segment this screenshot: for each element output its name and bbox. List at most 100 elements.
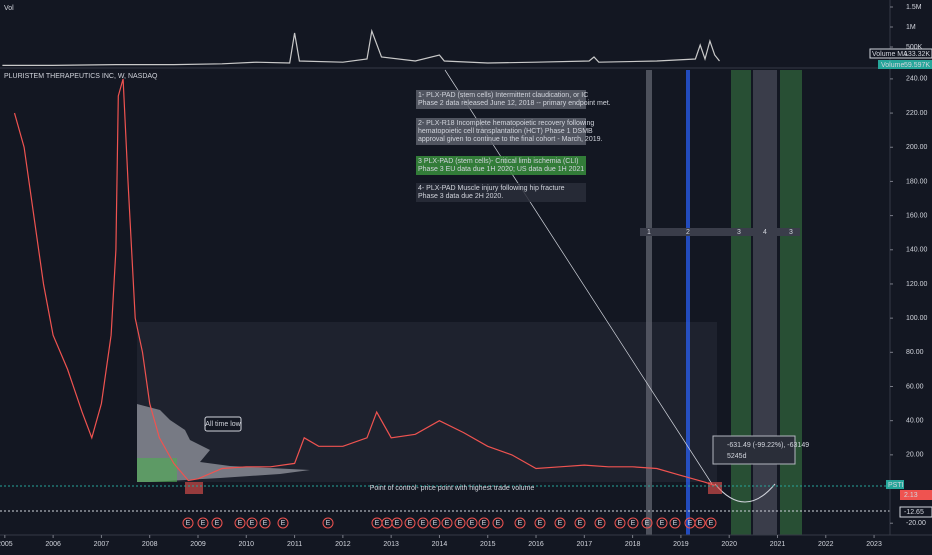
earnings-marker — [478, 517, 490, 529]
earnings-label: E — [395, 520, 400, 527]
symbol-box — [886, 480, 904, 489]
annotation: Phase 2 data released June 12, 2018 -- p… — [418, 100, 611, 107]
y-tick-label: 180.00 — [906, 178, 928, 185]
range-box — [137, 322, 717, 482]
annotation: 4- PLX-PAD Muscle injury following hip f… — [418, 185, 565, 192]
earnings-marker — [641, 517, 653, 529]
earnings-marker — [454, 517, 466, 529]
callout-box — [204, 416, 242, 432]
volume-profile — [137, 458, 177, 482]
symbol-label: PSTI — [888, 482, 904, 489]
annotation: 2- PLX-R18 Incomplete hematopoietic reco… — [418, 120, 594, 127]
earnings-label: E — [558, 520, 563, 527]
zone-label: 2 — [686, 229, 690, 236]
zone-band — [640, 228, 800, 236]
earnings-marker — [441, 517, 453, 529]
earnings-label: E — [470, 520, 475, 527]
annotation: Phase 3 data due 2H 2020. — [418, 193, 503, 200]
earnings-label: E — [433, 520, 438, 527]
zone-green — [780, 70, 802, 535]
earnings-label: E — [496, 520, 501, 527]
x-tick-label: 2013 — [383, 541, 399, 548]
earnings-marker — [322, 517, 334, 529]
earnings-marker — [574, 517, 586, 529]
earnings-label: E — [385, 520, 390, 527]
earnings-marker — [614, 517, 626, 529]
measure-label: 5245d — [727, 453, 747, 460]
earnings-marker — [694, 517, 706, 529]
low-value-box — [899, 506, 932, 518]
y-tick-label: 220.00 — [906, 110, 928, 117]
x-tick-label: 2015 — [480, 541, 496, 548]
volume-profile — [137, 404, 310, 482]
earnings-label: E — [482, 520, 487, 527]
earnings-marker — [534, 517, 546, 529]
earnings-label: E — [698, 520, 703, 527]
last-box — [900, 490, 932, 500]
low-box — [185, 482, 203, 494]
x-tick-label: 2014 — [432, 541, 448, 548]
earnings-label: E — [326, 520, 331, 527]
x-tick-label: 2021 — [770, 541, 786, 548]
earnings-label: E — [281, 520, 286, 527]
x-tick-label: 2005 — [0, 541, 13, 548]
earnings-marker — [594, 517, 606, 529]
x-tick-label: 2011 — [287, 541, 302, 548]
annotation-box — [416, 90, 586, 109]
annotation-box — [416, 156, 586, 175]
x-tick-label: 2018 — [625, 541, 641, 548]
earnings-label: E — [408, 520, 413, 527]
earnings-marker — [514, 517, 526, 529]
earnings-label: E — [518, 520, 523, 527]
x-tick-label: 2008 — [142, 541, 158, 548]
y-tick-label: 80.00 — [906, 349, 924, 356]
annotation-box — [416, 118, 586, 145]
earnings-marker — [197, 517, 209, 529]
earnings-marker — [182, 517, 194, 529]
earnings-label: E — [688, 520, 693, 527]
x-tick-label: 2010 — [238, 541, 254, 548]
earnings-marker — [404, 517, 416, 529]
legend-label: Volume MA — [872, 51, 908, 58]
earnings-label: E — [458, 520, 463, 527]
chart-title: PLURISTEM THERAPEUTICS INC, W, NASDAQ — [4, 73, 158, 80]
earnings-marker — [246, 517, 258, 529]
earnings-label: E — [238, 520, 243, 527]
poc-label: Point of control- price point with highe… — [370, 485, 535, 492]
earnings-label: E — [673, 520, 678, 527]
y-tick-label: 500K — [906, 44, 923, 51]
annotation: Phase 3 EU data due 1H 2020; US data due… — [418, 166, 584, 173]
earnings-marker — [466, 517, 478, 529]
y-tick-label: 40.00 — [906, 418, 924, 425]
annotation-box — [416, 183, 586, 202]
earnings-label: E — [445, 520, 450, 527]
earnings-marker — [656, 517, 668, 529]
y-tick-label: 20.00 — [906, 452, 924, 459]
y-tick-label: 60.00 — [906, 383, 924, 390]
y-tick-label: 140.00 — [906, 247, 928, 254]
earnings-label: E — [645, 520, 650, 527]
low-label: -12.65 — [904, 509, 924, 516]
annotation: 3 PLX-PAD (stem cells)- Critical limb is… — [418, 158, 579, 165]
y-tick-label: 160.00 — [906, 212, 928, 219]
earnings-label: E — [660, 520, 665, 527]
earnings-label: E — [186, 520, 191, 527]
legend-value: 133.32K — [904, 51, 930, 58]
zone-label: 4 — [763, 229, 767, 236]
x-tick-label: 2007 — [94, 541, 110, 548]
earnings-marker — [277, 517, 289, 529]
y-tick-label: 120.00 — [906, 281, 928, 288]
earnings-label: E — [201, 520, 206, 527]
earnings-marker — [391, 517, 403, 529]
x-tick-label: 2012 — [335, 541, 351, 548]
earnings-label: E — [421, 520, 426, 527]
earnings-label: E — [631, 520, 636, 527]
callout: All time low — [205, 421, 241, 428]
x-tick-label: 2006 — [45, 541, 61, 548]
y-tick-label: 1M — [906, 24, 916, 31]
x-tick-label: 2016 — [528, 541, 544, 548]
last-label: 2.13 — [904, 492, 918, 499]
earnings-marker — [492, 517, 504, 529]
legend-box — [869, 48, 932, 59]
